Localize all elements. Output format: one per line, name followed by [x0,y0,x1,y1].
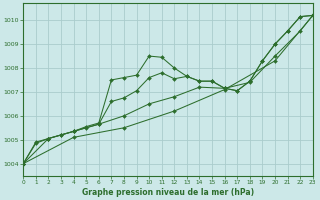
X-axis label: Graphe pression niveau de la mer (hPa): Graphe pression niveau de la mer (hPa) [82,188,254,197]
